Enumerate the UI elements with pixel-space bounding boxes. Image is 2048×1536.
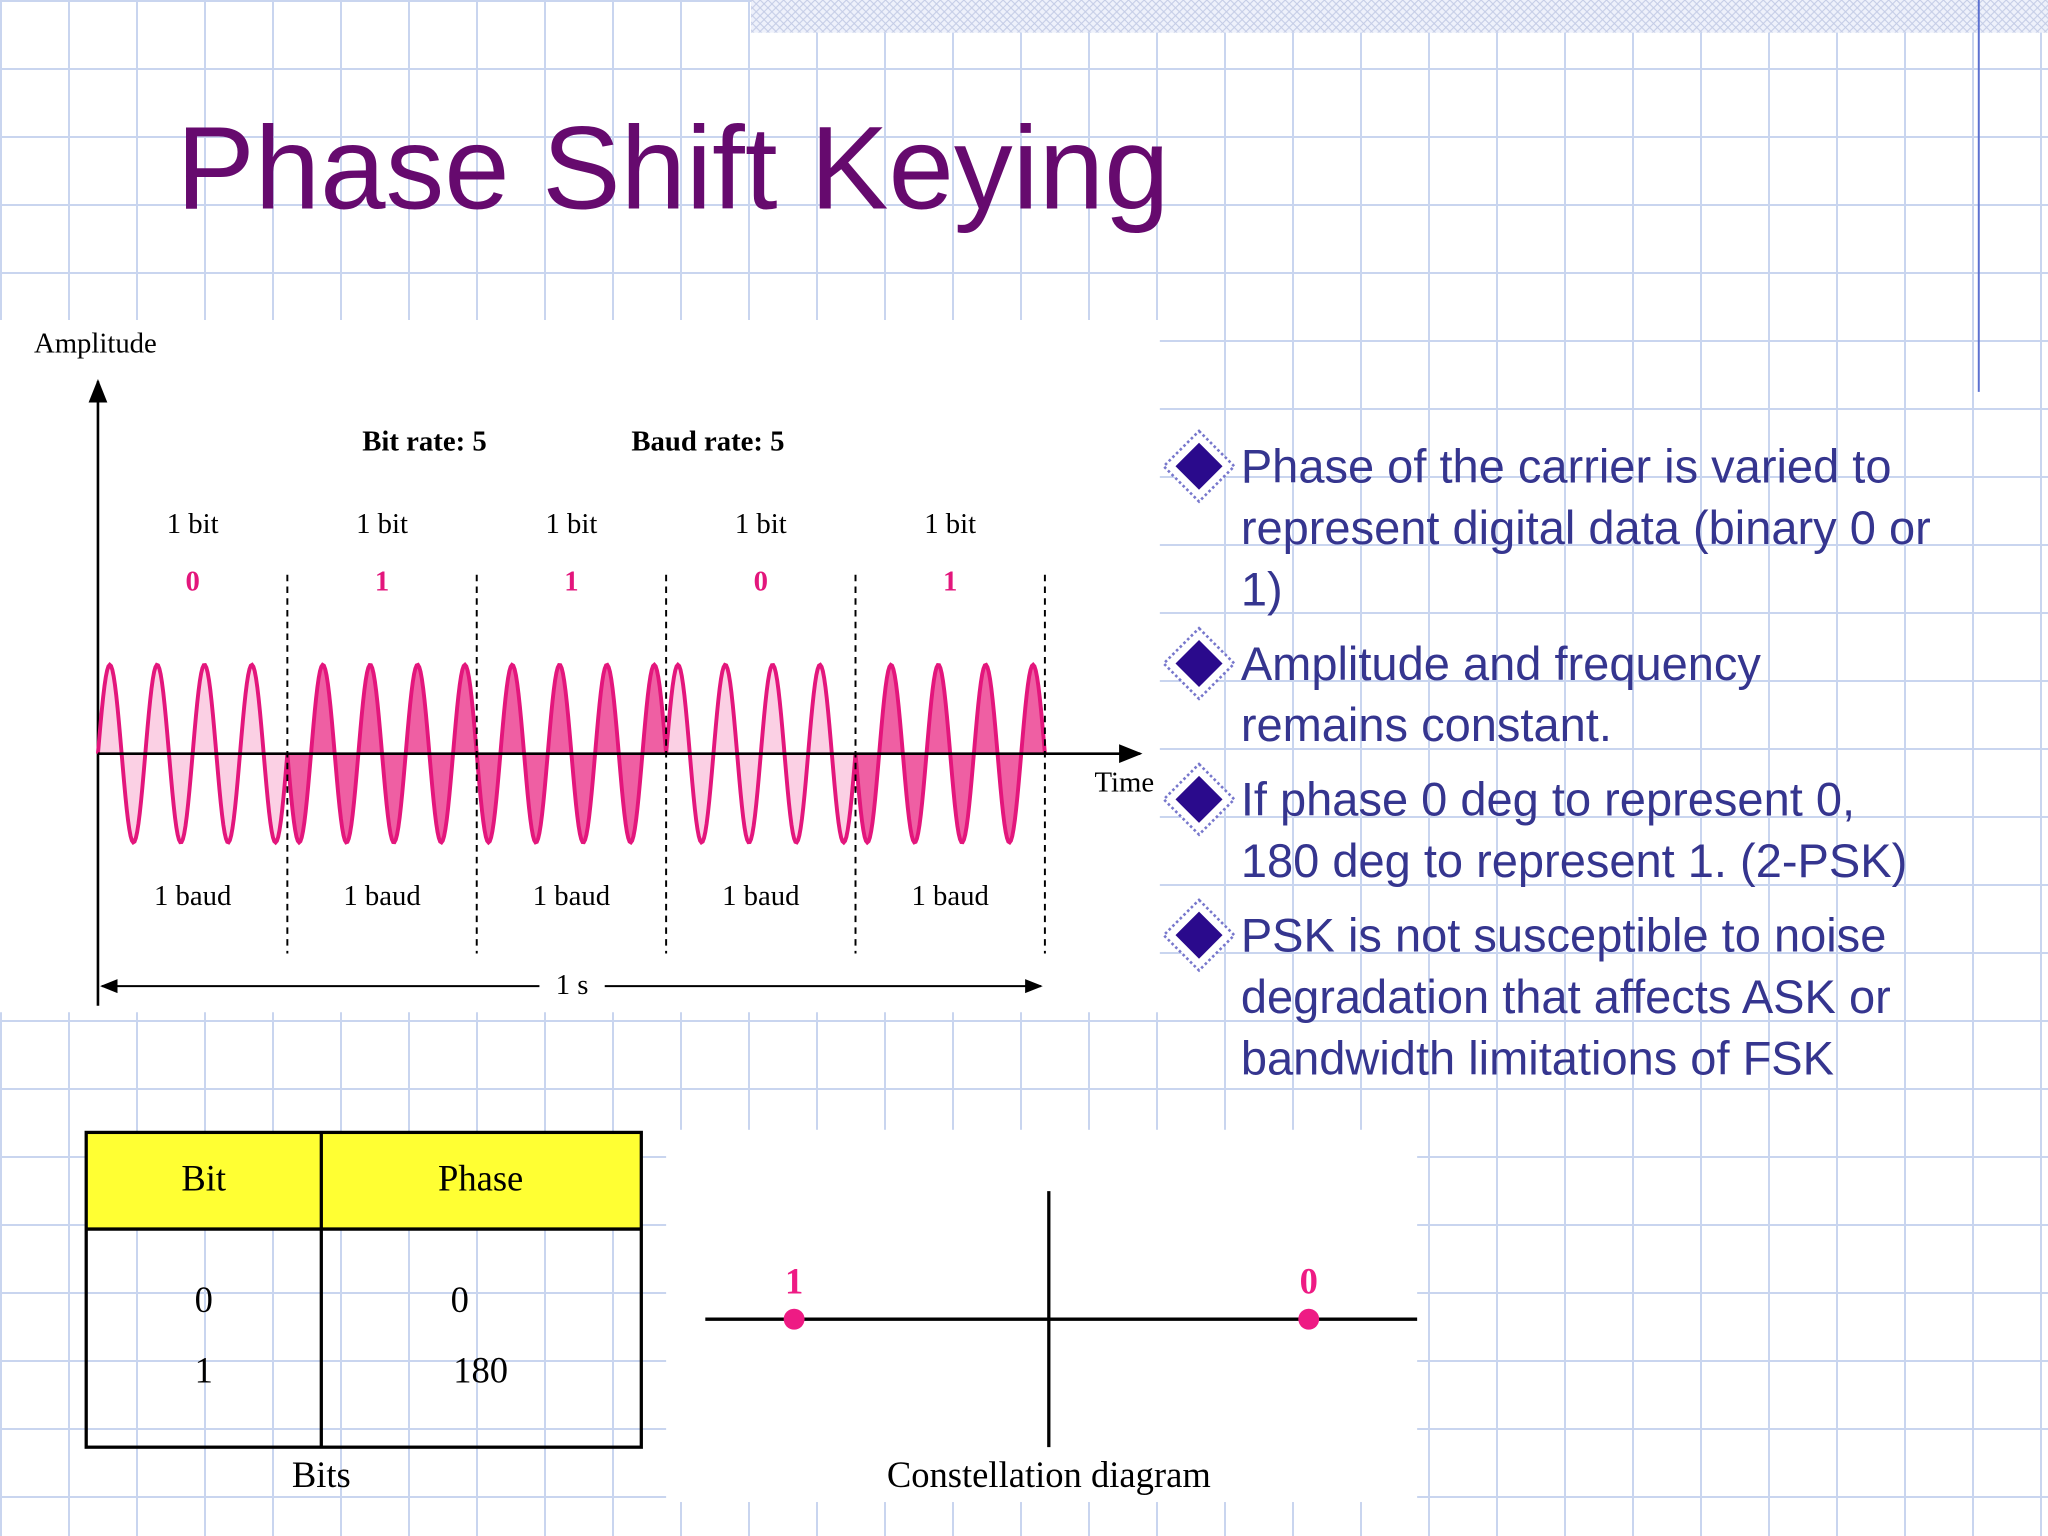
bit-value: 1 <box>375 565 389 597</box>
y-axis-label: Amplitude <box>34 328 157 360</box>
duration-label: 1 s <box>556 969 589 1001</box>
bit-rate: Bit rate: 5 <box>362 426 486 458</box>
constellation-label: 1 <box>785 1261 803 1302</box>
baud-rate: Baud rate: 5 <box>631 426 784 458</box>
bit-value: 0 <box>754 565 768 597</box>
table-header: Bit <box>181 1157 226 1198</box>
psk-diagram: Amplitude Time Bit rate: 5 Baud rate: 5 … <box>0 320 1160 1013</box>
table-cell: 180 <box>453 1349 508 1390</box>
bullet-icon <box>1175 442 1223 490</box>
bit-label: 1 bit <box>545 508 597 540</box>
bullet-text: If phase 0 deg to represent 0, <box>1241 773 1855 826</box>
table-cell: 0 <box>451 1279 469 1320</box>
header-strip <box>751 0 2048 33</box>
bullet-text: degradation that affects ASK or <box>1241 970 1891 1023</box>
bit-label: 1 bit <box>167 508 219 540</box>
baud-label: 1 baud <box>722 880 800 912</box>
baud-label: 1 baud <box>533 880 611 912</box>
baud-label: 1 baud <box>343 880 421 912</box>
bullet-text: represent digital data (binary 0 or <box>1241 501 1931 554</box>
table-cell: 1 <box>195 1349 213 1390</box>
bit-value: 1 <box>564 565 578 597</box>
bit-label: 1 bit <box>356 508 408 540</box>
bit-value: 1 <box>943 565 957 597</box>
bullet-text: remains constant. <box>1241 698 1612 751</box>
diagram-panel <box>0 320 1160 1013</box>
table-header: Phase <box>438 1157 523 1198</box>
bit-label: 1 bit <box>735 508 787 540</box>
constellation-caption: Constellation diagram <box>887 1454 1211 1495</box>
table-border <box>84 1130 643 1449</box>
bullet-text: Phase of the carrier is varied to <box>1241 440 1892 493</box>
constellation-point <box>783 1308 805 1330</box>
table-caption: Bits <box>292 1454 351 1495</box>
constellation-diagram: Constellation diagram 1 0 <box>666 1129 1418 1503</box>
baud-label: 1 baud <box>154 880 232 912</box>
baud-label: 1 baud <box>912 880 990 912</box>
bullet-text: 1) <box>1241 562 1283 615</box>
bit-phase-table: Bits Bit Phase 0 0 1 180 <box>84 1130 643 1495</box>
bullet-icon <box>1175 640 1223 688</box>
bit-value: 0 <box>185 565 199 597</box>
bullet-text: bandwidth limitations of FSK <box>1241 1031 1834 1084</box>
constellation-label: 0 <box>1300 1261 1318 1302</box>
bit-label: 1 bit <box>924 508 976 540</box>
constellation-point <box>1298 1308 1320 1330</box>
bullet-list: Phase of the carrier is varied to represe… <box>1161 429 1931 1084</box>
bullet-text: 180 deg to represent 1. (2-PSK) <box>1241 834 1907 887</box>
slide-title: Phase Shift Keying <box>176 103 1169 234</box>
bullet-text: Amplitude and frequency <box>1241 637 1762 690</box>
x-axis-label: Time <box>1095 767 1155 799</box>
bullet-text: PSK is not susceptible to noise <box>1241 909 1887 962</box>
bullet-icon <box>1175 775 1223 823</box>
bullet-icon <box>1175 911 1223 959</box>
table-header-bg <box>86 1132 642 1230</box>
table-cell: 0 <box>195 1279 213 1320</box>
